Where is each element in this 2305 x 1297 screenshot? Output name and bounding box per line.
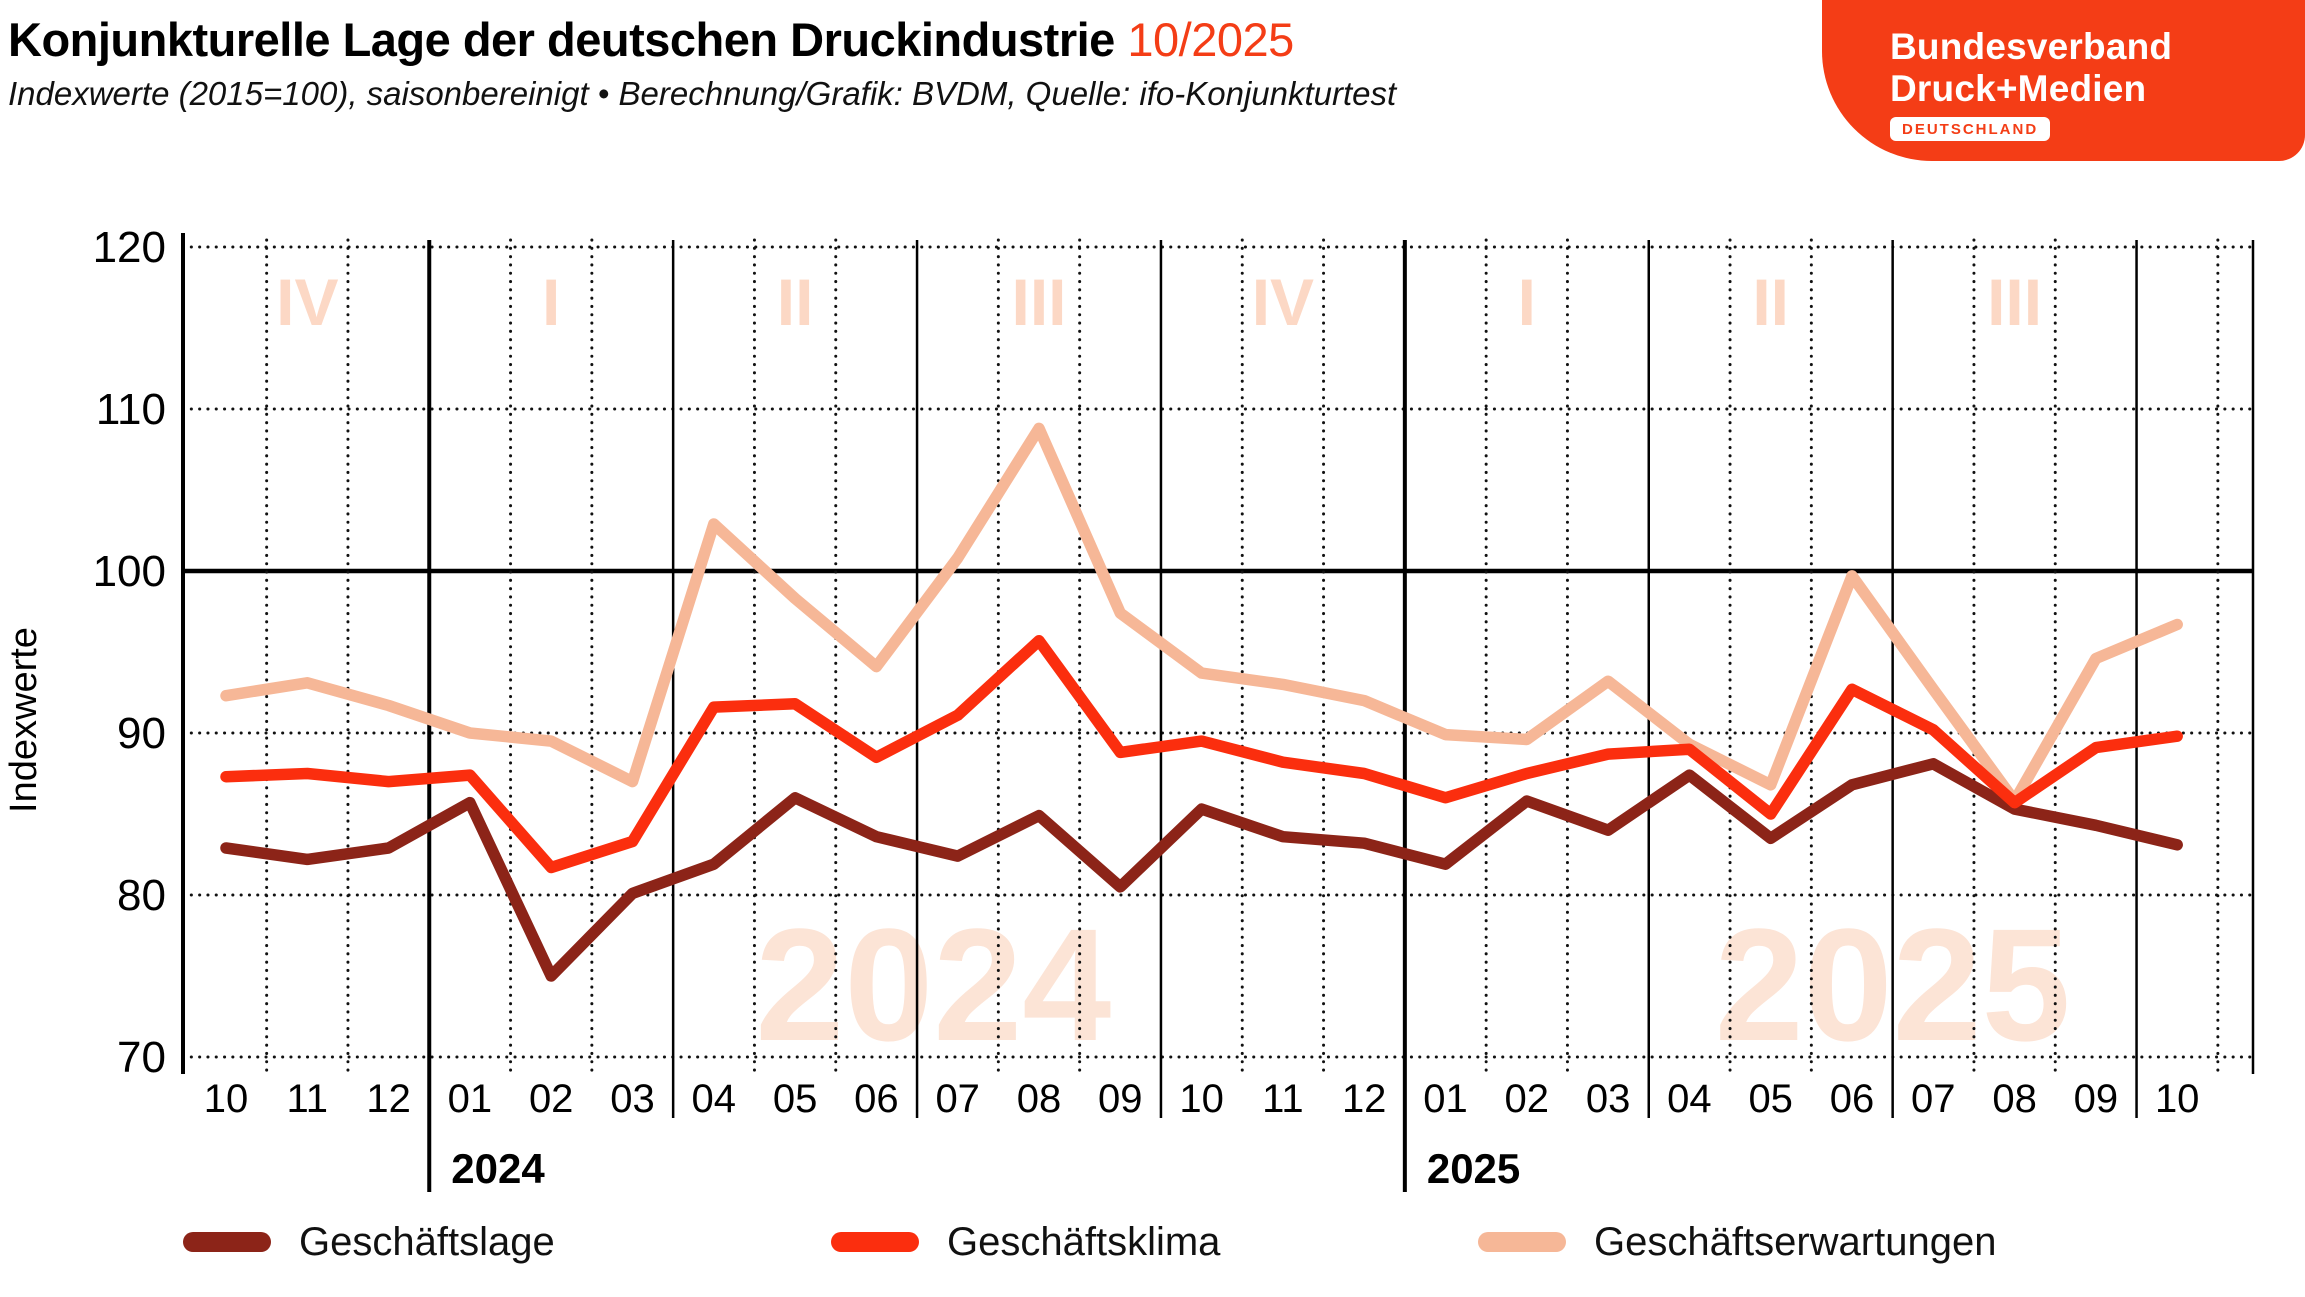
svg-text:2024: 2024 (755, 895, 1111, 1074)
svg-text:100: 100 (93, 547, 166, 596)
svg-text:I: I (542, 265, 560, 339)
svg-text:11: 11 (1262, 1077, 1304, 1121)
subtitle: Indexwerte (2015=100), saisonbereinigt •… (8, 74, 1397, 112)
svg-text:III: III (1011, 265, 1066, 339)
legend-swatch-geschaeftserwartungen (1478, 1232, 1566, 1252)
svg-text:09: 09 (1098, 1077, 1143, 1121)
svg-text:II: II (777, 265, 814, 339)
svg-text:12: 12 (1342, 1077, 1387, 1121)
svg-text:02: 02 (1505, 1077, 1550, 1121)
svg-text:I: I (1518, 265, 1536, 339)
svg-text:12: 12 (366, 1077, 411, 1121)
logo-line1: Bundesverband (1890, 26, 2173, 67)
legend-swatch-geschaeftslage (183, 1232, 271, 1252)
svg-text:10: 10 (2155, 1077, 2200, 1121)
svg-text:02: 02 (529, 1077, 574, 1121)
svg-text:120: 120 (93, 223, 166, 272)
svg-text:IV: IV (1252, 265, 1314, 339)
svg-text:III: III (1987, 265, 2042, 339)
svg-text:05: 05 (773, 1077, 818, 1121)
svg-text:10: 10 (1179, 1077, 1224, 1121)
legend-label-geschaeftserwartungen: Geschäftserwartungen (1594, 1219, 1997, 1264)
svg-text:05: 05 (1748, 1077, 1793, 1121)
svg-text:03: 03 (1586, 1077, 1631, 1121)
svg-text:90: 90 (117, 709, 166, 758)
svg-text:110: 110 (96, 385, 166, 434)
svg-text:10: 10 (204, 1077, 249, 1121)
svg-text:08: 08 (1992, 1077, 2037, 1121)
svg-text:80: 80 (117, 871, 166, 920)
legend-item-geschaeftslage: Geschäftslage (183, 1218, 555, 1266)
svg-text:01: 01 (1423, 1077, 1468, 1121)
svg-text:03: 03 (610, 1077, 655, 1121)
svg-text:IV: IV (276, 265, 338, 339)
legend-label-geschaeftsklima: Geschäftsklima (947, 1219, 1221, 1264)
svg-text:06: 06 (1830, 1077, 1875, 1121)
svg-text:08: 08 (1017, 1077, 1062, 1121)
legend-swatch-geschaeftsklima (831, 1232, 919, 1252)
bvdm-logo: Bundesverband Druck+Medien DEUTSCHLAND (1822, 0, 2305, 161)
svg-text:07: 07 (1911, 1077, 1956, 1121)
chart-legend: Geschäftslage Geschäftsklima Geschäftser… (0, 1218, 2305, 1278)
svg-text:II: II (1752, 265, 1789, 339)
title-text: Konjunkturelle Lage der deutschen Drucki… (8, 13, 1115, 66)
title-date: 10/2025 (1127, 13, 1294, 66)
svg-text:04: 04 (1667, 1077, 1712, 1121)
svg-text:70: 70 (117, 1033, 166, 1082)
svg-text:2024: 2024 (451, 1145, 545, 1192)
svg-text:04: 04 (692, 1077, 737, 1121)
svg-text:01: 01 (448, 1077, 493, 1121)
legend-label-geschaeftslage: Geschäftslage (299, 1219, 555, 1264)
page-title: Konjunkturelle Lage der deutschen Drucki… (8, 14, 1396, 66)
svg-text:11: 11 (287, 1077, 329, 1121)
svg-text:Indexwerte: Indexwerte (3, 627, 45, 813)
svg-text:09: 09 (2074, 1077, 2119, 1121)
legend-item-geschaeftserwartungen: Geschäftserwartungen (1478, 1218, 1996, 1266)
svg-text:06: 06 (854, 1077, 899, 1121)
logo-line2: Druck+Medien (1890, 68, 2147, 109)
legend-item-geschaeftsklima: Geschäftsklima (831, 1218, 1220, 1266)
svg-text:2025: 2025 (1427, 1145, 1520, 1192)
svg-text:07: 07 (935, 1077, 980, 1121)
logo-country-badge: DEUTSCHLAND (1890, 117, 2051, 141)
header: Konjunkturelle Lage der deutschen Drucki… (8, 14, 1396, 113)
